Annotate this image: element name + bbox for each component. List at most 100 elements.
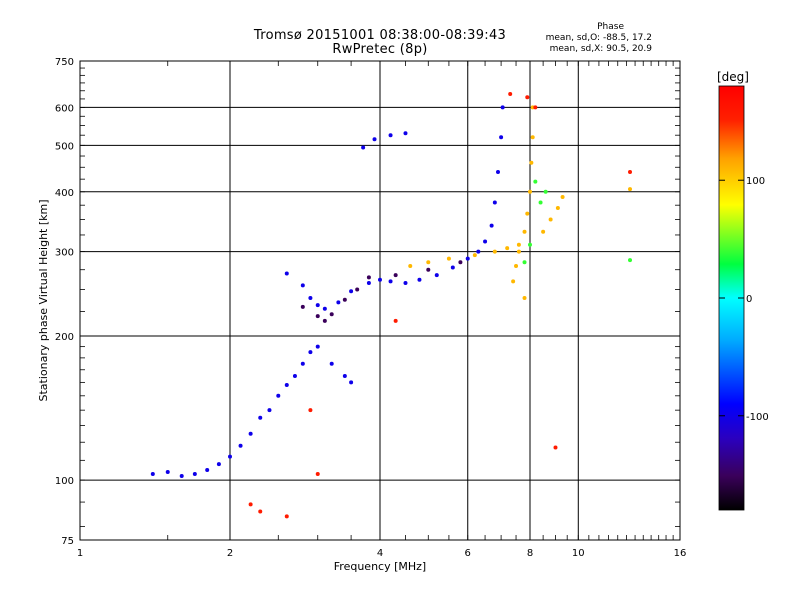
scatter-point [284, 514, 289, 519]
scatter-point [248, 502, 253, 507]
scatter-point [284, 382, 289, 387]
scatter-point [525, 95, 530, 100]
scatter-point [495, 169, 500, 174]
scatter-point [543, 189, 548, 194]
scatter-point [492, 249, 497, 254]
scatter-point [522, 229, 527, 234]
scatter-point [238, 443, 243, 448]
scatter-point [258, 509, 263, 514]
scatter-point [450, 265, 455, 270]
y-tick-label: 200 [55, 332, 74, 343]
stats-heading: Phase [597, 22, 624, 32]
scatter-point [315, 303, 320, 308]
scatter-point [315, 472, 320, 477]
scatter-point [628, 258, 633, 263]
scatter-point [465, 256, 470, 261]
scatter-point [388, 133, 393, 138]
scatter-point [530, 135, 535, 140]
scatter-point [483, 239, 488, 244]
scatter-point [388, 279, 393, 284]
scatter-point [355, 287, 360, 292]
colorbar-tick-label: 0 [746, 294, 752, 305]
scatter-point [308, 408, 313, 413]
scatter-point [322, 306, 327, 311]
scatter-point [516, 242, 521, 247]
scatter-point [514, 263, 519, 268]
scatter-point [258, 415, 263, 420]
scatter-point [393, 273, 398, 278]
scatter-point [315, 314, 320, 319]
scatter-point [417, 277, 422, 282]
x-tick-label: 2 [227, 548, 233, 559]
stats-x-mode: mean, sd,X: 90.5, 20.9 [549, 44, 652, 54]
scatter-point [525, 211, 530, 216]
scatter-point [372, 137, 377, 142]
scatter-point [361, 145, 366, 150]
colorbar-tick-label: 100 [746, 176, 765, 187]
scatter-point [628, 187, 633, 192]
scatter-point [538, 200, 543, 205]
x-axis-label: Frequency [MHz] [334, 560, 426, 573]
scatter-point [205, 468, 210, 473]
chart-title: Tromsø 20151001 08:38:00-08:39:43 [253, 28, 507, 43]
y-tick-label: 400 [55, 188, 74, 199]
scatter-point [403, 131, 408, 136]
scatter-point [329, 312, 334, 317]
scatter-point [548, 217, 553, 222]
scatter-point [628, 169, 633, 174]
scatter-point [505, 246, 510, 251]
scatter-point [248, 431, 253, 436]
chart-subtitle: RwPretec (8p) [332, 42, 428, 57]
scatter-point [228, 454, 232, 459]
scatter-point [165, 469, 170, 474]
scatter-point [529, 160, 534, 165]
scatter-point [378, 277, 382, 282]
scatter-point [408, 263, 413, 268]
y-tick-label: 750 [55, 57, 74, 68]
scatter-point [508, 91, 513, 96]
scatter-point [553, 445, 558, 450]
scatter-point [492, 200, 497, 205]
scatter-point [192, 472, 197, 477]
scatter-point [533, 179, 538, 184]
y-tick-label: 600 [55, 103, 74, 114]
colorbar-label: [deg] [717, 70, 749, 84]
scatter-point [179, 474, 184, 479]
scatter-point [349, 380, 354, 385]
scatter-point [533, 105, 538, 110]
scatter-point [560, 195, 565, 200]
scatter-point [499, 135, 504, 140]
y-axis-label: Stationary phase Virtual Height [km] [37, 199, 50, 401]
scatter-point [150, 472, 155, 477]
scatter-point [528, 242, 532, 247]
scatter-point [511, 279, 516, 284]
scatter-point [300, 361, 305, 366]
scatter-point [426, 267, 431, 272]
scatter-point [522, 296, 527, 301]
y-tick-label: 100 [55, 476, 74, 487]
scatter-point [267, 408, 272, 413]
scatter-point [329, 361, 334, 366]
scatter-point [426, 260, 431, 265]
scatter-point [342, 373, 347, 378]
x-tick-label: 6 [465, 548, 471, 559]
y-tick-label: 300 [55, 248, 74, 259]
scatter-point [541, 229, 546, 234]
scatter-point [366, 275, 371, 280]
scatter-point [555, 205, 560, 210]
scatter-point [292, 373, 297, 378]
scatter-point [308, 350, 313, 355]
x-tick-label: 4 [377, 548, 383, 559]
scatter-point [516, 249, 521, 254]
scatter-point [458, 260, 463, 265]
scatter-point [336, 300, 341, 305]
stats-o-mode: mean, sd,O: -88.5, 17.2 [545, 33, 652, 43]
scatter-point [528, 189, 532, 194]
scatter-point [472, 253, 477, 258]
scatter-point [284, 271, 289, 276]
scatter-point [342, 297, 347, 302]
scatter-point [300, 304, 305, 309]
x-tick-label: 1 [77, 548, 83, 559]
x-tick-label: 10 [572, 548, 585, 559]
scatter-point [393, 318, 398, 323]
